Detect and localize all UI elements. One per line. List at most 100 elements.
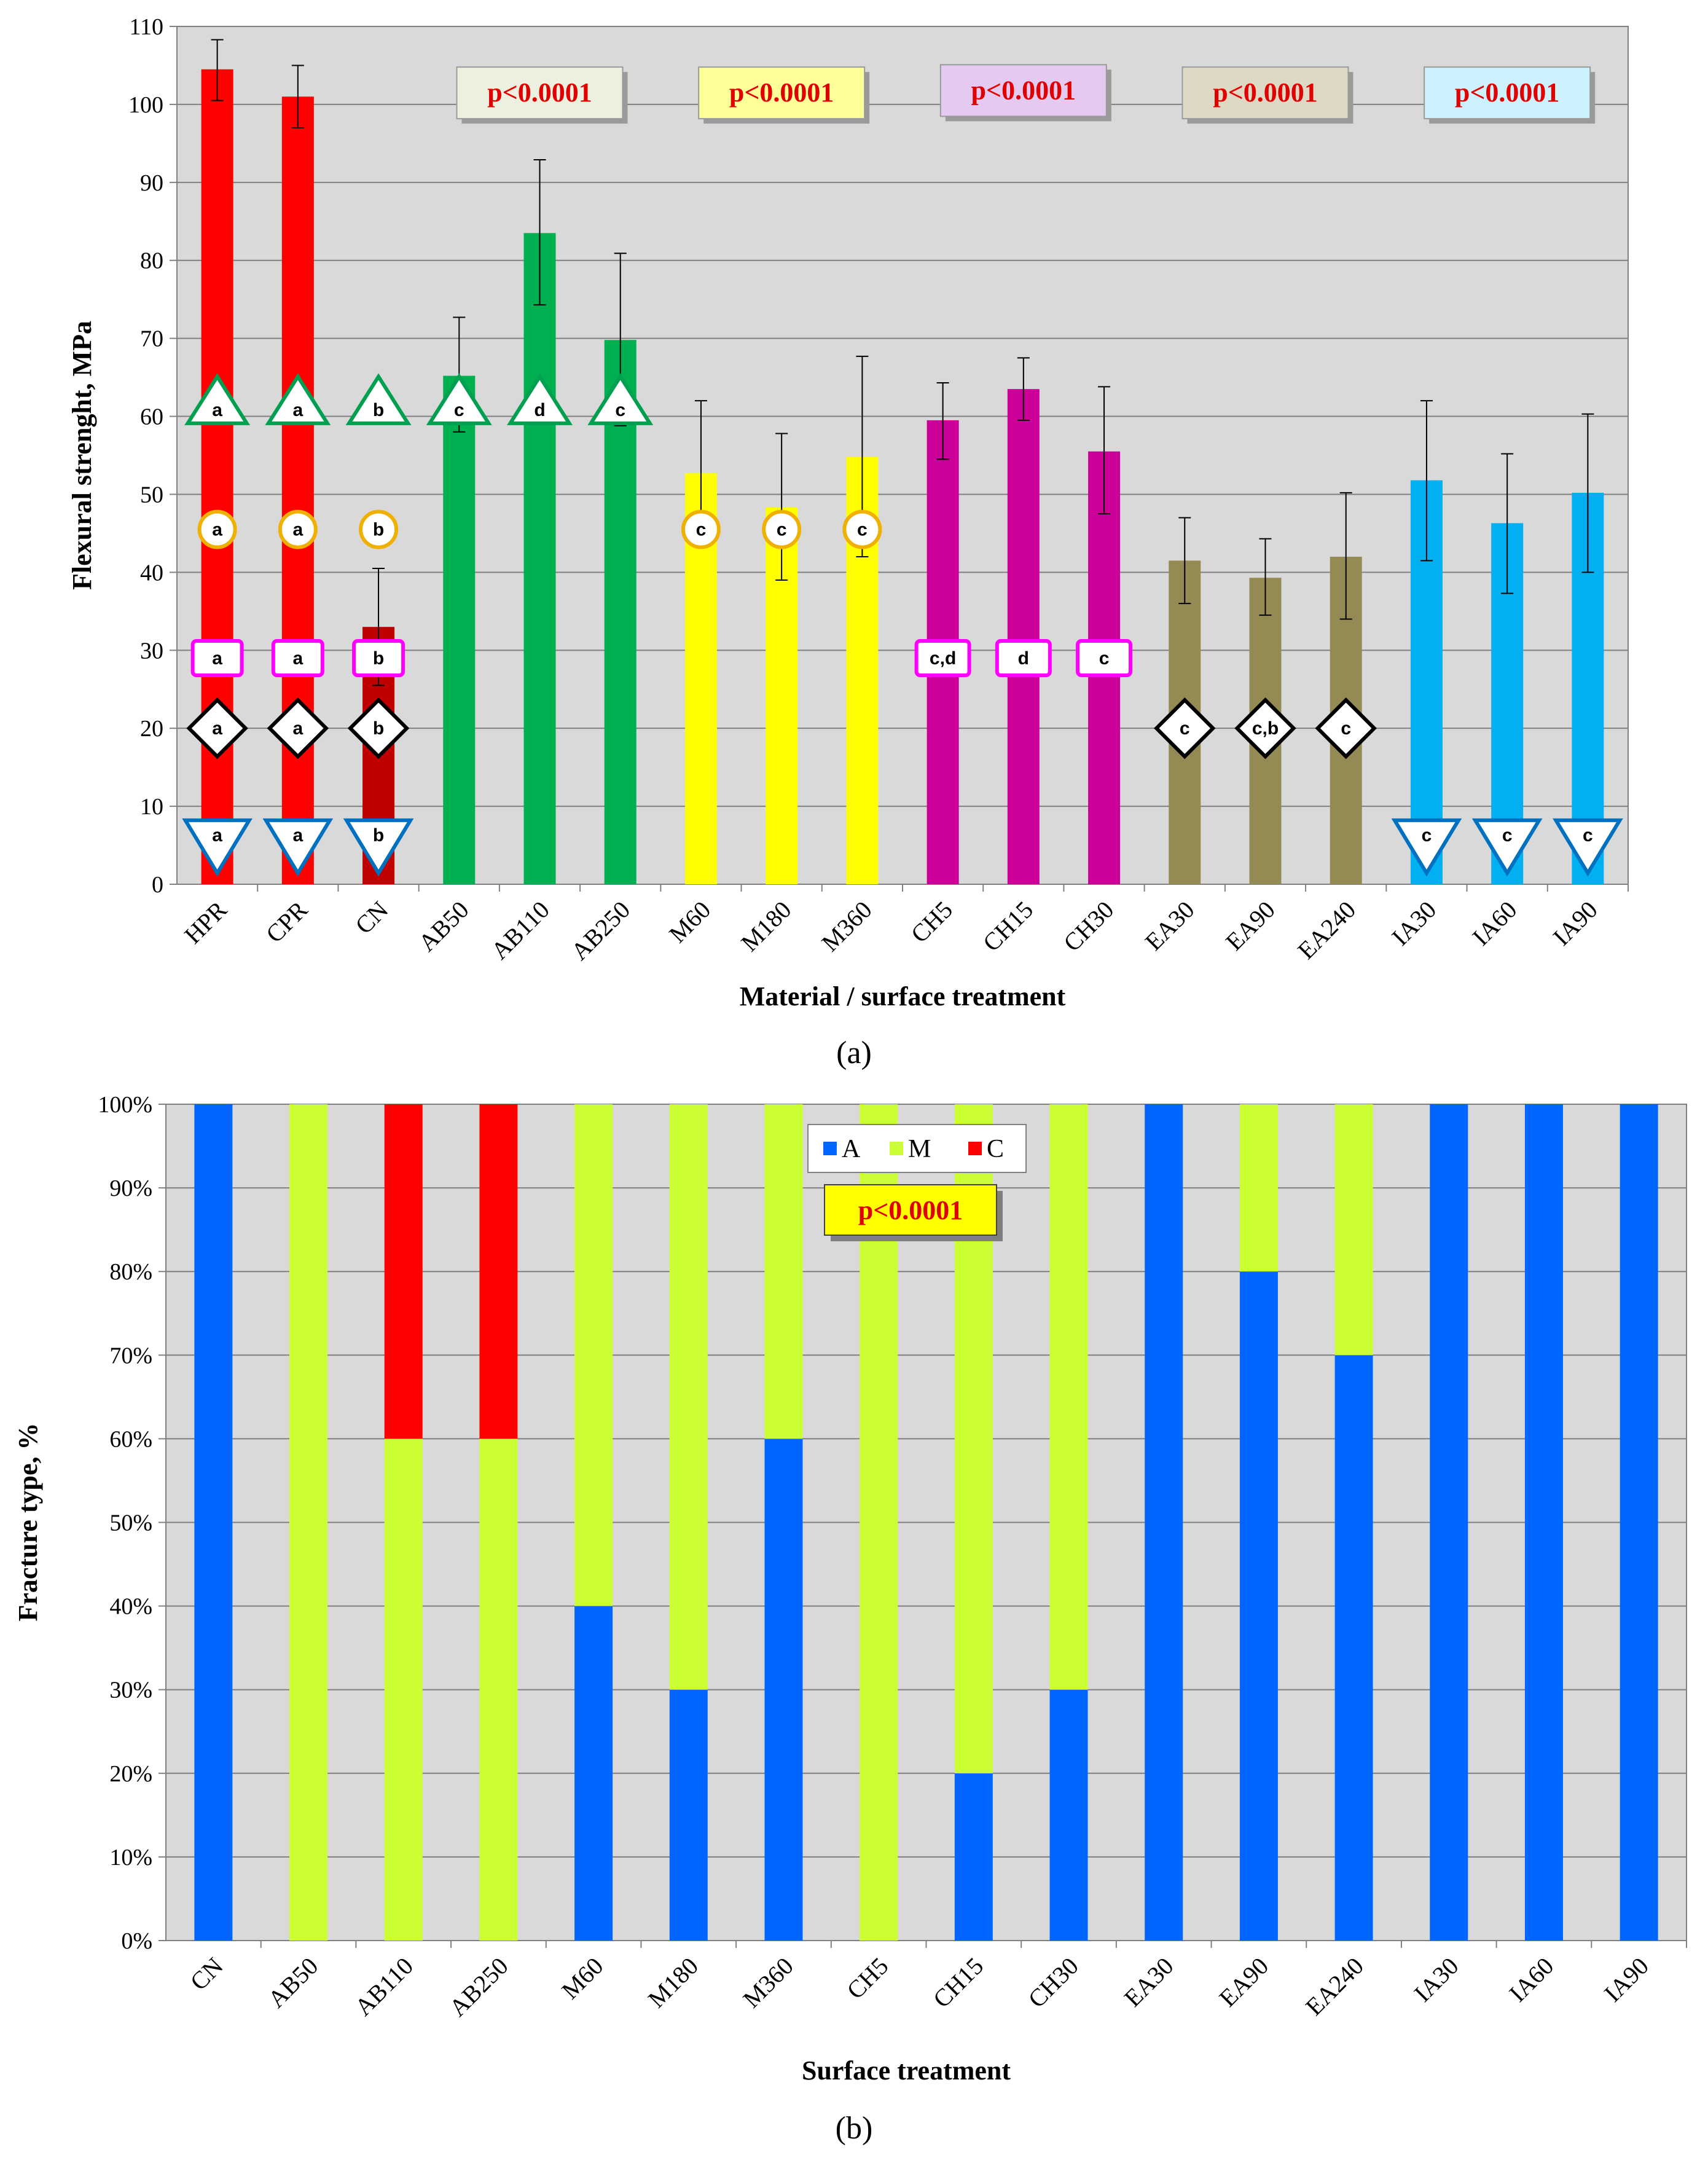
- x-tick-label-m360: M360: [737, 1952, 798, 2013]
- x-tick-label-m180: M180: [643, 1952, 703, 2013]
- y-tick-label: 30: [140, 638, 163, 664]
- annotation-letter: b: [373, 520, 384, 540]
- square-marker: [914, 638, 971, 677]
- y-tick-label: 30%: [109, 1678, 152, 1703]
- x-tick-label-ab110: AB110: [485, 896, 554, 965]
- diamond-marker: [1315, 697, 1377, 760]
- circle-marker: [359, 509, 399, 549]
- bar-m180-a: [669, 1689, 708, 1941]
- x-tick-label-m180: M180: [735, 896, 796, 957]
- annotation-letter: c: [696, 520, 707, 540]
- bar-ab110-m: [384, 1439, 423, 1941]
- pvalue-text: p<0.0001: [729, 77, 834, 108]
- x-tick-label-ea30: EA30: [1140, 896, 1200, 956]
- bar-ch30-a: [1049, 1689, 1088, 1941]
- chart-a-pvalue-boxes: p<0.0001 p<0.0001 p<0.0001 p<0.0001 p<0.0001: [456, 64, 1596, 124]
- y-tick-label: 60%: [109, 1426, 152, 1452]
- annotation-letter: d: [534, 400, 545, 420]
- triangle-marker: [507, 373, 573, 425]
- x-tick-label-ch5: CH5: [906, 896, 958, 948]
- legend-label-c: C: [987, 1135, 1004, 1163]
- legend-swatch-a: [823, 1142, 837, 1155]
- bar-ab250-c: [479, 1104, 518, 1439]
- y-tick-label: 10: [140, 794, 163, 820]
- inverted-triangle-marker: [1471, 818, 1543, 877]
- bar-ea30-a: [1145, 1104, 1183, 1941]
- bar-m180-m: [669, 1104, 708, 1690]
- y-tick-label: 90%: [109, 1176, 152, 1201]
- y-tick-label: 20: [140, 716, 163, 742]
- x-tick-label-ch5: CH5: [841, 1952, 893, 2004]
- y-tick-label: 100%: [98, 1092, 152, 1118]
- pvalue-box-m: p<0.0001: [698, 66, 870, 124]
- inverted-triangle-marker: [262, 818, 334, 877]
- bar-hpr: [201, 69, 233, 884]
- annotation-letter: d: [1018, 648, 1029, 669]
- pvalue-text: p<0.0001: [1213, 77, 1318, 108]
- annotation-letter: b: [373, 400, 384, 420]
- y-tick-label: 50%: [109, 1510, 152, 1536]
- triangle-marker: [184, 373, 251, 425]
- chart-b: 0% 10% 20% 30% 40% 50% 60% 70% 80% 90% 100% CN AB50…: [13, 1092, 1687, 2146]
- annotation-letter: b: [373, 648, 384, 669]
- legend-label-m: M: [908, 1135, 931, 1163]
- x-tick-label-ia60: IA60: [1503, 1952, 1559, 2008]
- x-tick-label-ch15: CH15: [928, 1952, 989, 2013]
- pvalue-box-b: [824, 1184, 997, 1236]
- x-tick-label-cpr: CPR: [261, 895, 313, 948]
- pvalue-text: p<0.0001: [487, 77, 592, 108]
- inverted-triangle-marker: [343, 818, 414, 877]
- x-tick-label-m360: M360: [816, 896, 877, 957]
- x-tick-label-ab50: AB50: [262, 1952, 323, 2013]
- inverted-triangle-marker: [1391, 818, 1462, 877]
- x-tick-label-ia30: IA30: [1386, 896, 1441, 951]
- chart-b-caption: (b): [836, 2111, 873, 2146]
- diamond-marker: [1234, 697, 1296, 760]
- y-tick-label: 0: [152, 872, 163, 898]
- bar-ch5-m: [860, 1104, 898, 1941]
- pvalue-text: p<0.0001: [971, 75, 1076, 105]
- bar-ia30-a: [1430, 1104, 1468, 1941]
- annotation-letter: c: [857, 520, 868, 540]
- x-tick-label-ea240: EA240: [1292, 896, 1361, 965]
- x-tick-label-m60: M60: [556, 1952, 608, 2004]
- y-tick-label: 80: [140, 248, 163, 274]
- x-tick-label-ch30: CH30: [1058, 896, 1119, 957]
- x-tick-label-ia60: IA60: [1467, 896, 1522, 951]
- annotation-letter: c,b: [1252, 718, 1279, 739]
- x-tick-label-cn: CN: [185, 1952, 229, 1996]
- annotation-letter: c: [777, 520, 787, 540]
- chart-b-y-ticks: 0% 10% 20% 30% 40% 50% 60% 70% 80% 90% 100%: [98, 1092, 166, 1954]
- triangle-marker: [587, 373, 654, 425]
- square-marker: [352, 638, 405, 677]
- y-tick-label: 90: [140, 170, 163, 196]
- annotation-letter: a: [292, 825, 303, 846]
- x-tick-label-m60: M60: [664, 896, 716, 948]
- y-tick-label: 110: [129, 14, 163, 40]
- bar-cn-a: [194, 1104, 233, 1941]
- chart-b-x-ticks: CN AB50 AB110 AB250 M60 M180 M360 CH5 CH15 CH30 EA…: [185, 1941, 1687, 2022]
- y-tick-label: 40: [140, 560, 163, 586]
- chart-b-pvalue-box: p<0.0001: [824, 1184, 1003, 1241]
- chart-a-annotations: a a b c d c a a b c c c a a b c,d d c a a b c c,b c a a b c c c: [182, 373, 1623, 877]
- annotation-letter: c: [1502, 825, 1513, 846]
- annotation-letter: c: [1180, 718, 1190, 739]
- circle-marker: [842, 509, 882, 549]
- bar-ab110-c: [384, 1104, 423, 1439]
- x-tick-label-ab110: AB110: [350, 1952, 418, 2021]
- x-tick-label-ab250: AB250: [444, 1952, 514, 2022]
- bar-ab50: [443, 375, 476, 884]
- bar-ab250: [604, 340, 637, 884]
- x-tick-label-ch15: CH15: [977, 896, 1038, 957]
- x-tick-label-ea30: EA30: [1119, 1952, 1179, 2012]
- annotation-letter: a: [292, 648, 303, 669]
- circle-marker: [197, 509, 237, 549]
- y-tick-label: 70%: [109, 1343, 152, 1368]
- square-marker: [1076, 638, 1133, 677]
- annotation-letter: c: [454, 400, 464, 420]
- chart-a-plot-area: [176, 26, 1629, 885]
- pvalue-box-rect: [698, 66, 866, 120]
- annotation-letter: a: [212, 825, 222, 846]
- bar-ch15: [1007, 389, 1040, 884]
- chart-b-legend: A M C: [807, 1124, 1027, 1173]
